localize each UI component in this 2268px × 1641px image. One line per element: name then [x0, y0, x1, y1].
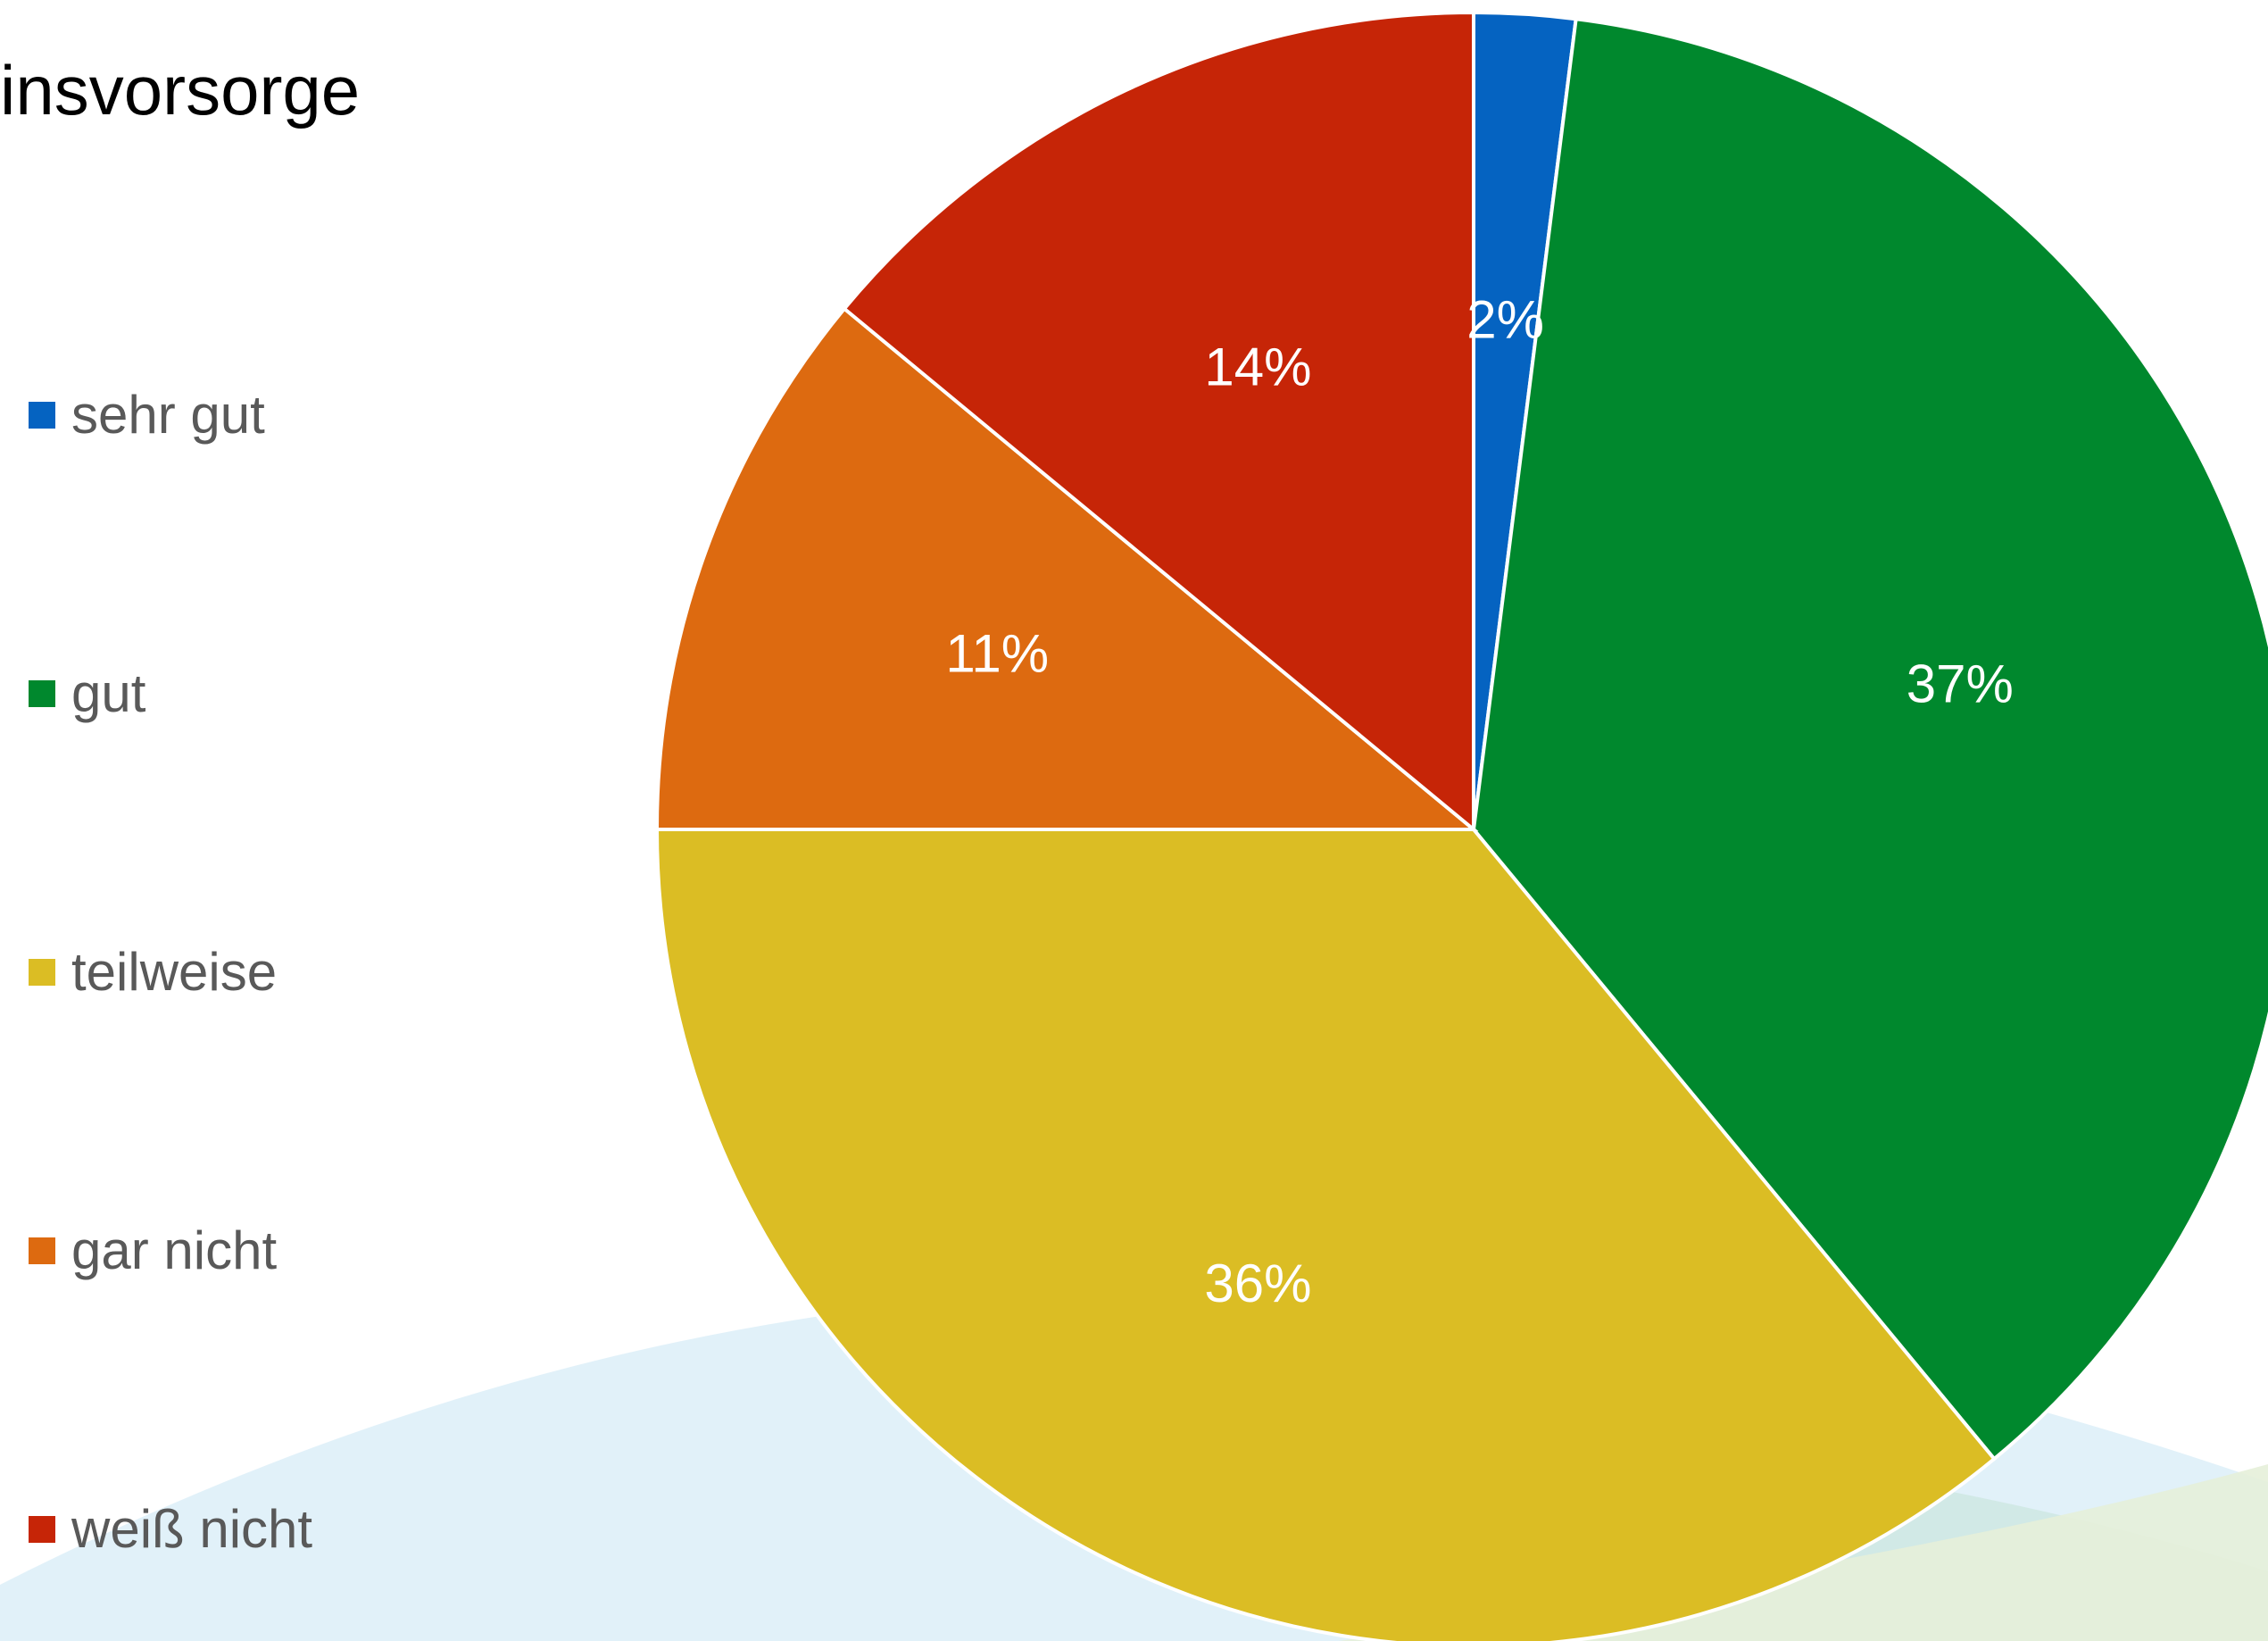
data-label-weiss-nicht: 14%: [1204, 337, 1311, 397]
legend-label-teilweise: teilweise: [71, 942, 278, 1002]
legend-item-gut: gut: [29, 667, 145, 721]
legend-item-gar-nicht: gar nicht: [29, 1224, 277, 1278]
legend-swatch-sehr-gut: [29, 402, 55, 429]
data-label-gut: 37%: [1907, 654, 2014, 714]
pie-slice-gut: [1471, 16, 2268, 1462]
pie-slice-teilweise: [654, 828, 1998, 1641]
legend-label-sehr-gut: sehr gut: [71, 385, 265, 445]
legend-swatch-teilweise: [29, 959, 55, 986]
data-label-sehr-gut: 2%: [1466, 290, 1544, 350]
swoosh-green: [1339, 1464, 2268, 1641]
chart-title: insvorsorge: [0, 51, 361, 129]
chart-legend: sehr gut gut teilweise gar nicht weiß nicht: [29, 0, 653, 1641]
legend-label-gar-nicht: gar nicht: [71, 1220, 278, 1280]
pie-slice-weiss-nicht: [842, 10, 1475, 834]
legend-swatch-gar-nicht: [29, 1237, 55, 1264]
legend-item-weiss-nicht: weiß nicht: [29, 1503, 312, 1556]
pie-slice-gar-nicht: [654, 305, 1479, 831]
legend-item-sehr-gut: sehr gut: [29, 388, 265, 442]
legend-label-gut: gut: [71, 663, 146, 723]
data-label-gar-nicht: 11%: [945, 624, 1049, 684]
legend-swatch-weiss-nicht: [29, 1516, 55, 1543]
data-label-teilweise: 36%: [1204, 1254, 1311, 1313]
legend-swatch-gut: [29, 680, 55, 707]
legend-item-teilweise: teilweise: [29, 945, 277, 999]
legend-label-weiss-nicht: weiß nicht: [71, 1499, 313, 1559]
